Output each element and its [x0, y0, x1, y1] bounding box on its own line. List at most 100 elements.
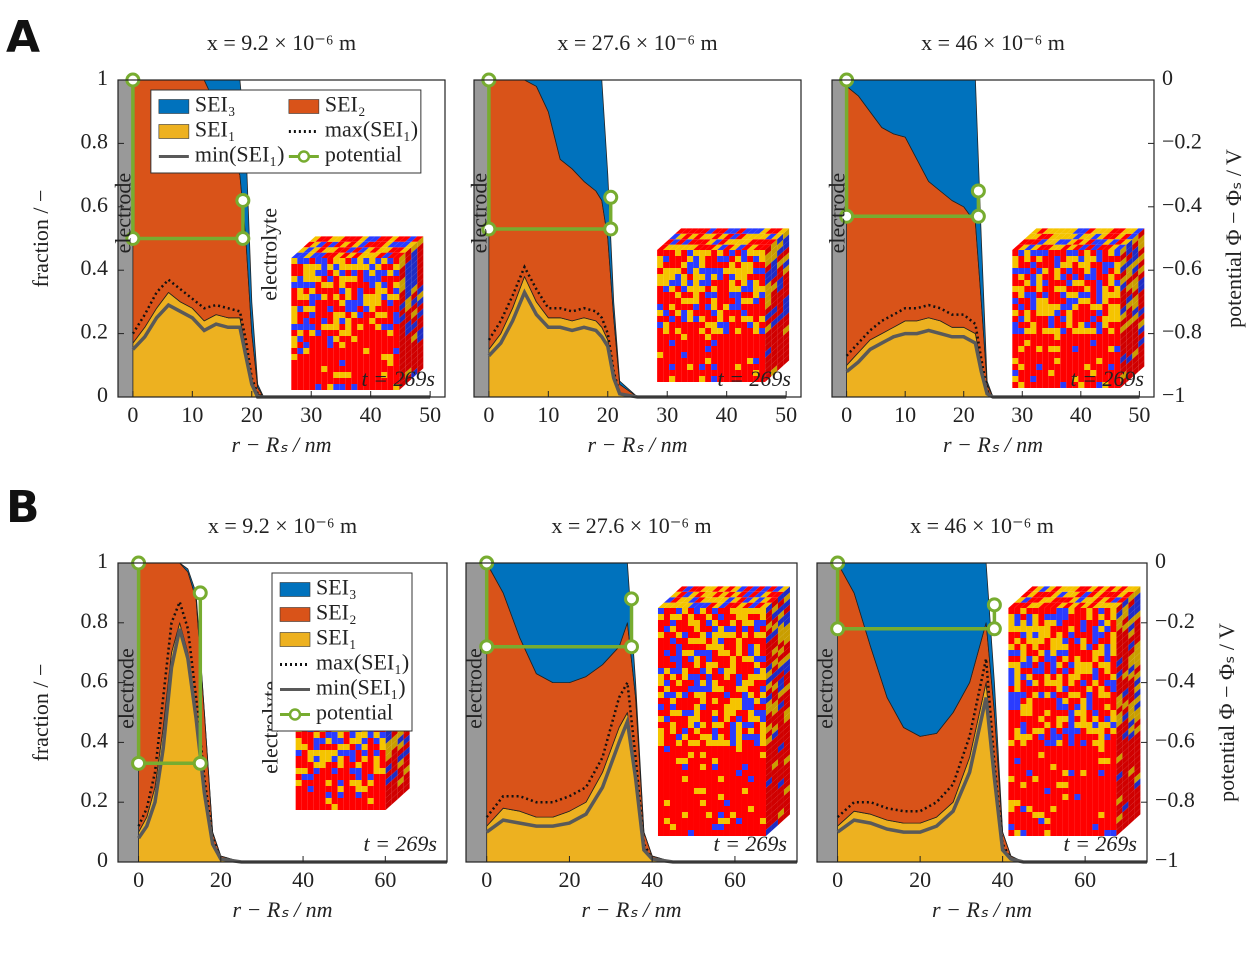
cube-cell [723, 662, 730, 668]
cube-cell [1044, 710, 1051, 716]
cube-cell [417, 290, 424, 302]
cube-cell [291, 264, 298, 270]
cube-cell [777, 329, 784, 342]
cube-cell [1108, 316, 1115, 322]
cube-cell [1074, 680, 1081, 686]
cube-cell [1026, 650, 1033, 656]
cube-cell [693, 250, 700, 256]
cube-cell [1030, 256, 1037, 262]
cube-cell [1080, 788, 1087, 794]
cube-cell [1072, 274, 1079, 280]
cube-cell [1134, 586, 1141, 598]
cube-cell [717, 638, 724, 644]
cube-cell [771, 359, 778, 371]
x-tick-label: 50 [775, 402, 797, 427]
cube-cell [1138, 270, 1145, 282]
cube-cell [1086, 704, 1093, 710]
cube-cell [717, 686, 724, 692]
time-label: t = 269s [363, 831, 437, 856]
cube-cell [1050, 794, 1057, 800]
electrode-label: electrode [466, 173, 491, 254]
cube-cell [1068, 586, 1081, 592]
cube-cell [681, 286, 688, 292]
cube-cell [1084, 268, 1091, 274]
cube-cell [1120, 268, 1127, 280]
cube-cell [1018, 334, 1025, 340]
cube-cell [705, 298, 712, 304]
cube-cell [1102, 239, 1115, 245]
cube-cell [717, 370, 724, 376]
cube-cell [735, 340, 742, 346]
cube-cell [1062, 662, 1069, 668]
cube-cell [345, 294, 352, 300]
cube-cell [1098, 788, 1105, 794]
cube-cell [723, 698, 730, 704]
cube-cell [291, 348, 298, 354]
cube-cell [705, 239, 718, 245]
cube-cell [343, 786, 350, 792]
cube-cell [723, 680, 730, 686]
cube-cell [663, 716, 670, 722]
cube-cell [417, 260, 424, 272]
cube-cell [1074, 716, 1081, 722]
cube-cell [355, 798, 362, 804]
cube-cell [351, 264, 358, 270]
cube-cell [1134, 766, 1141, 778]
cube-cell [1116, 644, 1123, 656]
cube-cell [657, 370, 664, 376]
cube-cell [753, 656, 760, 662]
cube-cell [1068, 608, 1075, 614]
cube-cell [1032, 746, 1039, 752]
cube-cell [1078, 262, 1085, 268]
cube-cell [771, 675, 778, 687]
cube-cell [1110, 591, 1123, 598]
electrolyte-label: electrolyte [257, 208, 282, 301]
cube-cell [1096, 244, 1109, 250]
cube-cell [1074, 698, 1081, 704]
cube-cell [1122, 735, 1129, 747]
cube-cell [663, 632, 670, 638]
cube-cell [783, 700, 790, 712]
cube-cell [343, 744, 350, 750]
potential-marker [970, 183, 986, 199]
cube-cell [1032, 674, 1039, 680]
cube-cell [1108, 334, 1115, 340]
cube-cell [1128, 621, 1135, 634]
cube-cell [1060, 274, 1067, 280]
cube-cell [717, 620, 724, 626]
cube-cell [681, 626, 688, 632]
cube-cell [753, 674, 760, 680]
cube-cell [675, 674, 682, 680]
cube-cell [741, 644, 748, 650]
cube-cell [753, 758, 760, 764]
cube-cell [729, 656, 736, 662]
cube-cell [765, 280, 772, 292]
cube-cell [777, 777, 784, 790]
cube-cell [399, 258, 406, 270]
cube-cell [729, 602, 742, 608]
cube-cell [1104, 788, 1111, 794]
cube-cell [747, 591, 760, 598]
x-tick-label: 40 [716, 402, 738, 427]
cube-cell [1098, 674, 1105, 680]
cube-cell [1090, 352, 1097, 358]
cube-cell [1062, 597, 1075, 603]
cube-cell [777, 729, 784, 742]
cube-cell [1086, 692, 1093, 698]
cube-cell [1018, 250, 1025, 256]
cube-cell [765, 352, 772, 364]
cube-cell [1078, 358, 1085, 364]
cube-cell [783, 330, 790, 342]
cube-cell [385, 738, 392, 750]
cube-cell [1068, 812, 1075, 818]
cube-cell [675, 770, 682, 776]
cube-cell [1116, 638, 1123, 650]
cube-cell [759, 298, 766, 304]
cube-cell [753, 734, 760, 740]
cube-cell [303, 300, 310, 306]
cube-cell [313, 768, 320, 774]
cube-cell [1074, 824, 1081, 830]
cube-cell [717, 292, 724, 298]
cube-cell [717, 824, 724, 830]
